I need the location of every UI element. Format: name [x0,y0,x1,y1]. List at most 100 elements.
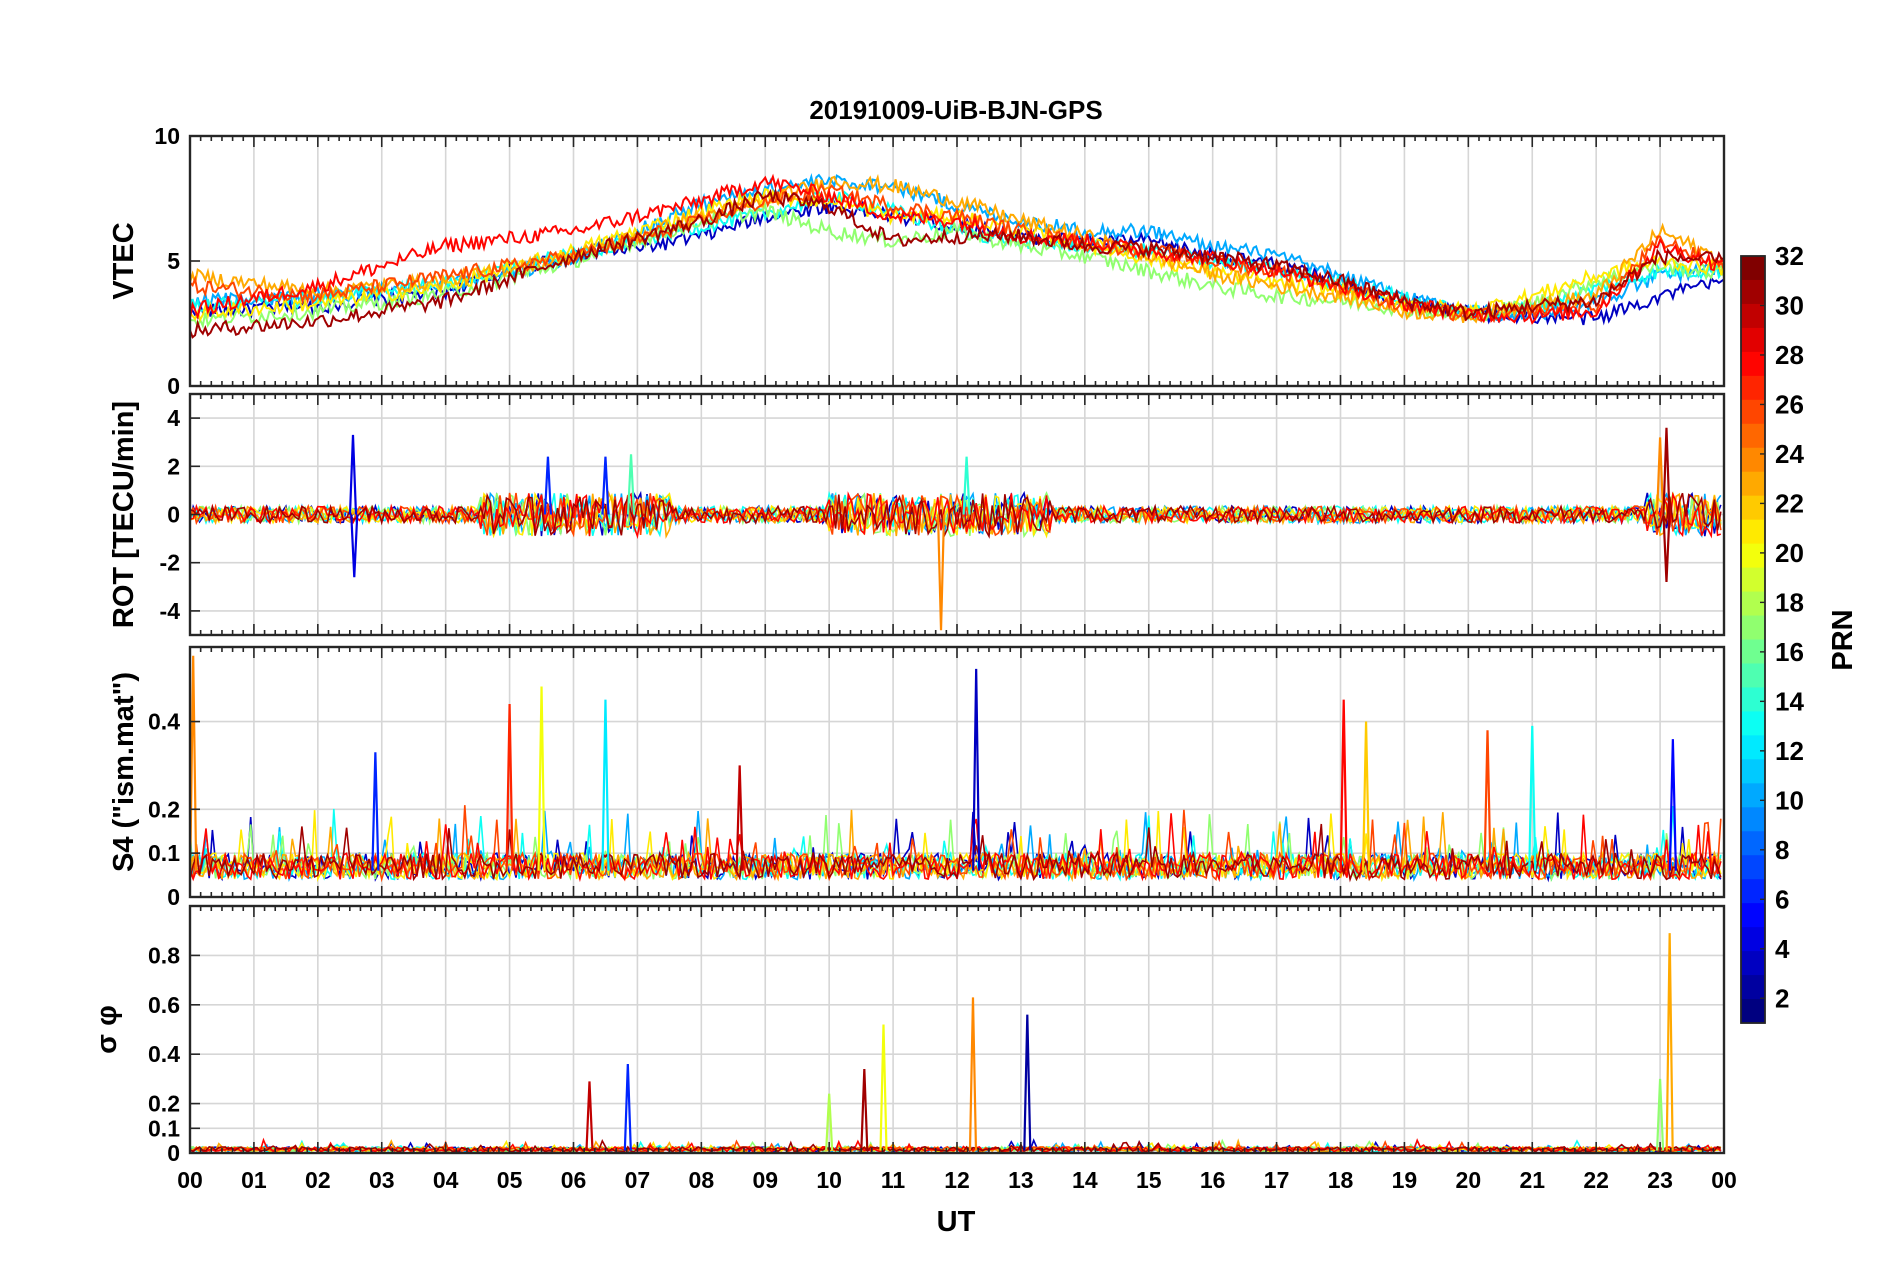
x-tick-label: 14 [1072,1167,1098,1193]
x-tick-label: 07 [625,1167,651,1193]
spike-mark [543,456,553,515]
spike-mark [1483,730,1492,871]
colorbar-cell [1741,423,1765,449]
colorbar-cell [1741,567,1765,593]
colorbar-tick-label: 18 [1775,587,1804,617]
colorbar-cell [1741,927,1765,952]
colorbar-cell [1741,759,1765,784]
vtec-series-line [190,187,1724,339]
spike-mark [735,765,744,871]
x-tick-label: 03 [369,1167,395,1193]
colorbar-tick-label: 14 [1775,686,1804,716]
colorbar-cell [1741,591,1765,617]
y-tick-label: 0 [167,1140,180,1166]
colorbar-cell [1741,855,1765,880]
y-tick-label: 0.4 [148,1041,180,1067]
x-tick-label: 04 [433,1167,459,1193]
y-tick-label: -2 [160,550,180,576]
panel-2: -4 -2 0 2 4 ROT [TECU/min] [108,392,1726,637]
colorbar-cell [1741,471,1765,497]
colorbar-tick-label: 30 [1775,290,1804,320]
y-axis-label: ROT [TECU/min] [108,401,140,628]
colorbar-tick-label: 10 [1775,785,1804,815]
x-tick-label: 13 [1008,1167,1034,1193]
spike-mark [626,454,636,515]
vtec-series-line [190,173,1724,324]
spike-mark [601,699,610,871]
colorbar-tick-label: 2 [1775,983,1789,1013]
spike-mark [1023,1014,1032,1151]
spike-mark [972,668,981,871]
colorbar-cell [1741,975,1765,1000]
noise-series-line [190,823,1722,883]
y-tick-label: 0.2 [148,796,180,822]
colorbar-tick-label: 6 [1775,884,1789,914]
y-axis-label: σ φ [91,1005,123,1054]
panel-data [190,427,1722,631]
colorbar-tick-label: 16 [1775,637,1804,667]
spike-mark [371,752,380,871]
x-tick-label: 09 [752,1167,778,1193]
spike-mark [623,1064,632,1151]
spike-mark [825,1093,834,1151]
y-tick-label: 0.1 [148,1115,180,1141]
x-tick-label: 06 [561,1167,587,1193]
spike-mark [1662,514,1671,583]
x-tick-label: 16 [1200,1167,1226,1193]
panel-3: 0 0.1 0.2 0.4 S4 ("ism.mat") [108,645,1726,910]
colorbar-cell [1741,543,1765,569]
panel-data [190,933,1722,1153]
colorbar-cell [1741,783,1765,808]
y-axis-label: VTEC [108,222,140,299]
noise-series-line [190,813,1722,883]
colorbar-cell [1741,495,1765,521]
x-tick-label: 05 [497,1167,523,1193]
y-tick-label: 5 [167,248,180,274]
noise-series-line [190,805,1722,883]
x-axis-label: UT [937,1206,976,1238]
x-tick-labels: 00 01 02 03 04 05 06 07 08 09 10 11 12 13 14 15 16 17 18 19… [177,1167,1737,1193]
spike-mark [962,456,971,515]
colorbar-cell [1741,399,1765,425]
x-tick-label: 00 [177,1167,203,1193]
spike-mark [1655,1078,1665,1151]
x-tick-label: 10 [816,1167,842,1193]
colorbar-cell [1741,351,1765,377]
spike-mark [936,514,946,631]
colorbar-tick-label: 12 [1775,736,1804,766]
colorbar-cell [1741,615,1765,641]
panel-data [190,173,1724,339]
spike-mark [1662,427,1671,515]
spike-mark [860,1068,869,1151]
spike-mark [879,1024,888,1151]
spike-mark [348,434,358,515]
colorbar-cell [1741,256,1765,281]
spike-mark [601,456,610,515]
colorbar-cell [1741,831,1765,856]
x-tick-label: 01 [241,1167,267,1193]
spike-mark [1665,933,1674,1151]
spike-mark [1668,739,1677,871]
colorbar-cell [1741,951,1765,976]
colorbar-tick-label: 20 [1775,538,1804,568]
colorbar-tick-label: 22 [1775,488,1804,518]
colorbar-tick-label: 26 [1775,389,1804,419]
spike-mark [585,1081,594,1151]
y-tick-label: 0.6 [148,992,180,1018]
x-tick-label: 21 [1519,1167,1545,1193]
y-tick-label: 2 [167,453,180,479]
spike-mark [968,997,978,1151]
noise-series-line [190,492,1722,539]
y-tick-label: 0.2 [148,1091,180,1117]
colorbar-cell [1741,519,1765,545]
colorbar-cell [1741,735,1765,760]
colorbar-cell [1741,687,1765,713]
spike-mark [1655,437,1665,515]
panel-data [190,655,1722,883]
colorbar-cell [1741,807,1765,832]
x-tick-label: 22 [1583,1167,1609,1193]
colorbar-tick-label: 4 [1775,934,1790,964]
colorbar-cell [1741,903,1765,928]
